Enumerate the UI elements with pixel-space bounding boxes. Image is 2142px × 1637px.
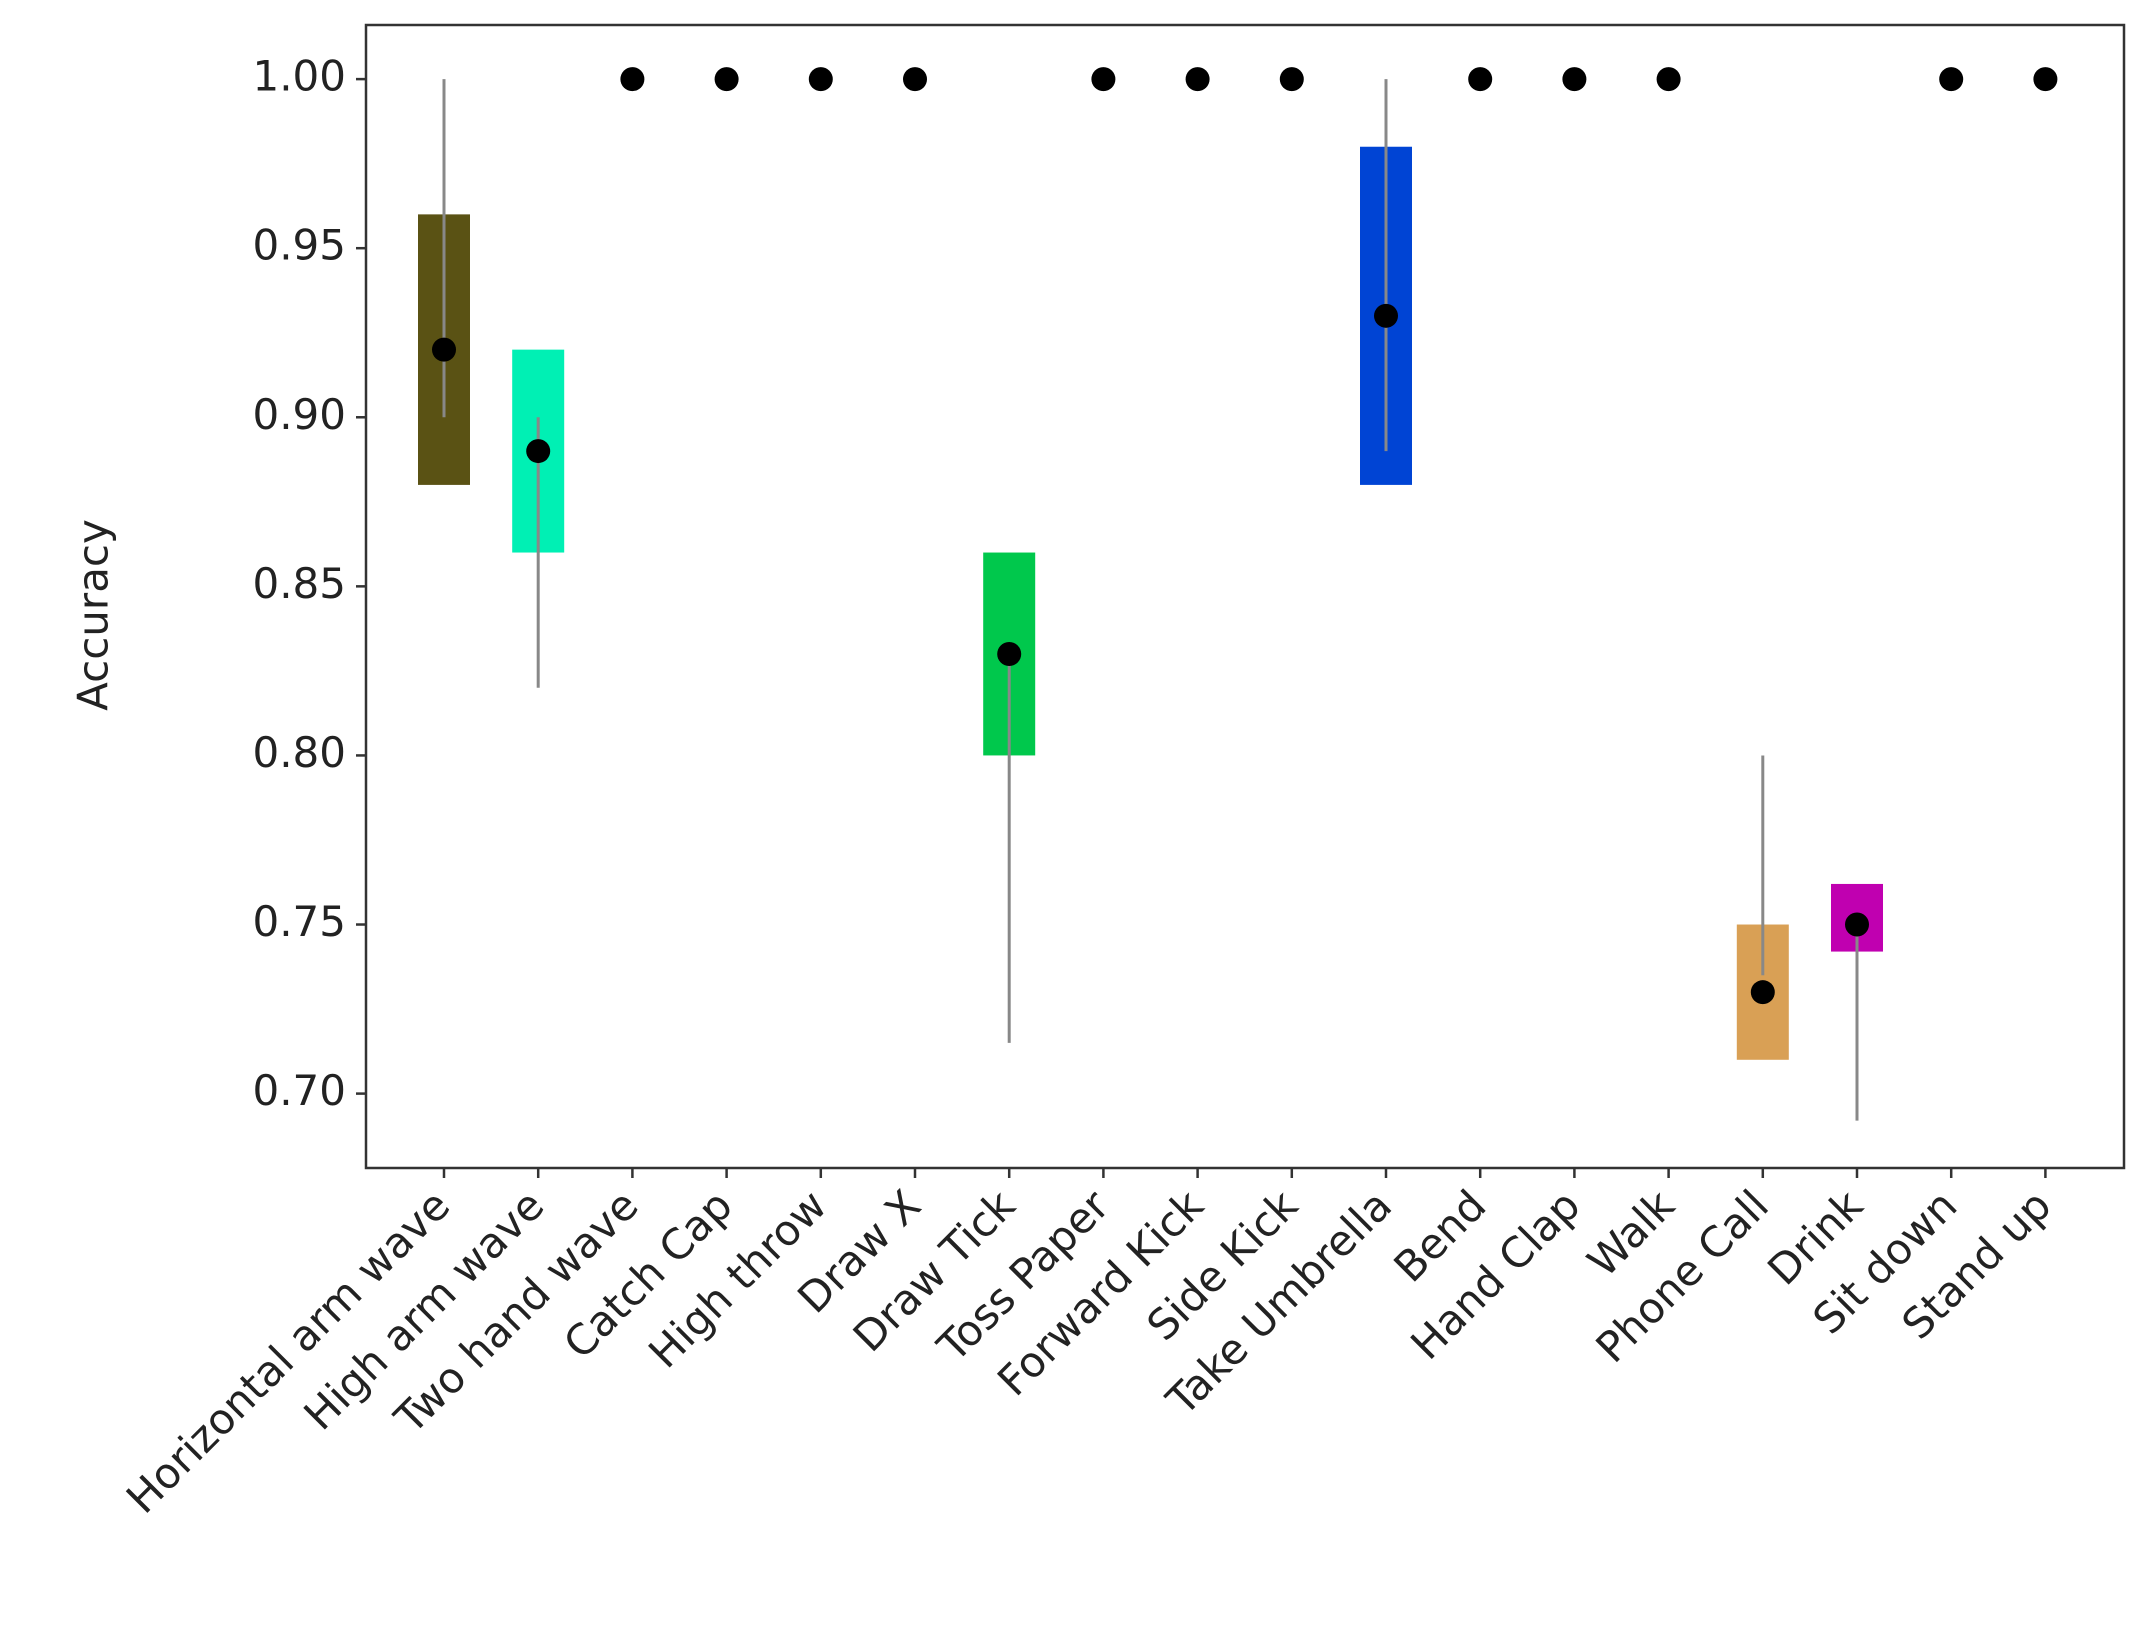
mean-dot <box>1939 67 1964 92</box>
mean-dot <box>1091 67 1116 92</box>
mean-dot <box>808 67 833 92</box>
mean-dot <box>1750 980 1775 1005</box>
mean-dot <box>903 67 927 92</box>
mean-dot <box>997 641 1022 666</box>
mean-dot <box>1279 67 1304 92</box>
plot-frame <box>364 23 2126 1170</box>
mean-dot <box>1562 67 1587 92</box>
y-tick-label: 0.95 <box>252 221 346 270</box>
mean-dot <box>1656 67 1681 92</box>
y-axis-label: Accuracy <box>69 519 118 711</box>
y-tick-label: 0.70 <box>252 1066 346 1115</box>
mean-dot <box>714 67 739 92</box>
mean-dot <box>2033 67 2058 92</box>
y-tick-label: 0.75 <box>252 897 346 946</box>
mean-dot <box>432 337 456 362</box>
mean-dot <box>1374 303 1398 328</box>
mean-dot <box>620 67 645 92</box>
y-tick-label: 0.85 <box>252 559 346 608</box>
y-tick-label: 0.90 <box>252 390 346 439</box>
mean-dot <box>526 439 551 464</box>
mean-dot <box>1185 67 1210 92</box>
y-tick-label: 1.00 <box>252 52 346 101</box>
y-tick-label: 0.80 <box>252 728 346 777</box>
mean-dot <box>1468 67 1493 92</box>
mean-dot <box>1845 912 1869 937</box>
